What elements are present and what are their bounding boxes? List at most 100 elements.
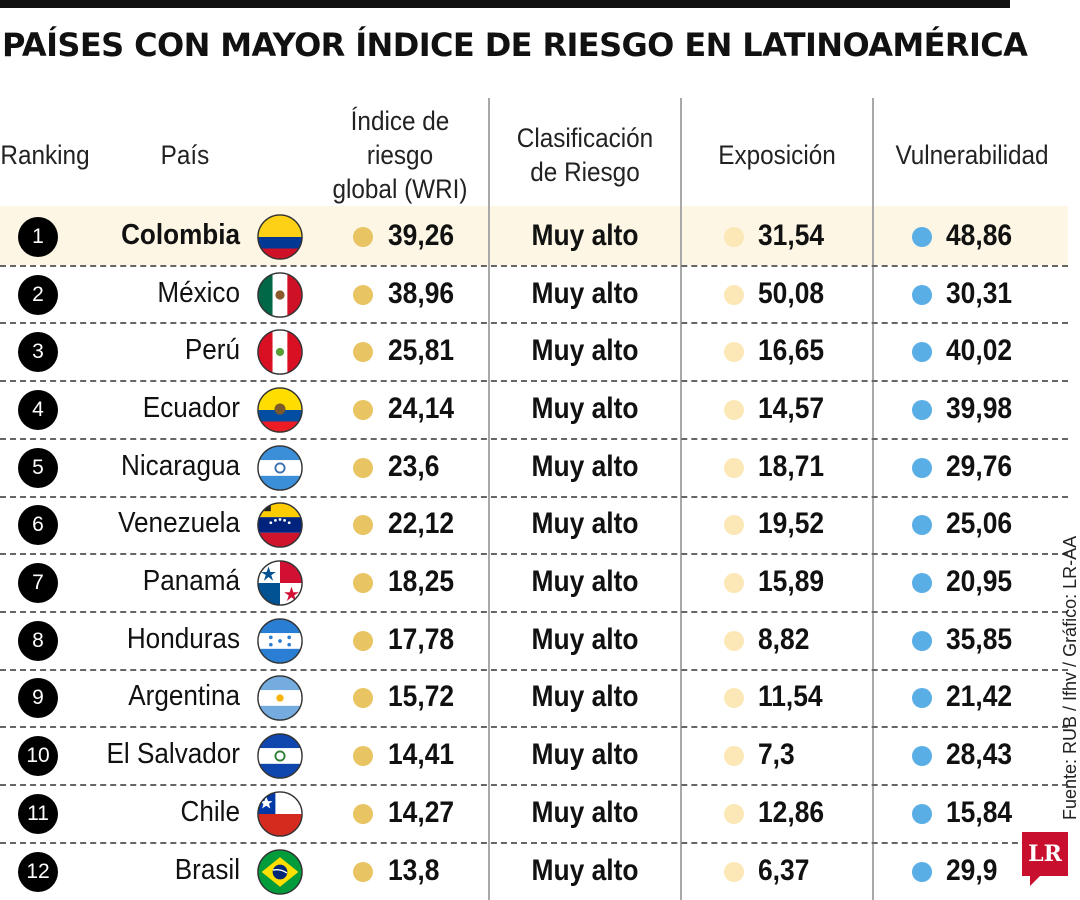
clasificacion-value: Muy alto — [531, 853, 639, 887]
vulnerabilidad-dot — [912, 688, 932, 709]
vulnerabilidad-value: 29,76 — [946, 449, 1013, 483]
wri-dot — [353, 515, 373, 536]
rank-badge: 1 — [18, 216, 58, 257]
mexico-flag-icon — [257, 271, 303, 318]
vulnerabilidad-dot — [912, 803, 932, 824]
clasificacion-value: Muy alto — [531, 334, 639, 368]
rank-badge: 4 — [18, 389, 58, 430]
vulnerabilidad-value: 21,42 — [946, 680, 1013, 714]
row-separator — [0, 668, 1068, 671]
lr-logo: LR — [1022, 832, 1068, 876]
header-wri-line1: Índice de riesgo — [350, 106, 450, 170]
vulnerabilidad-value: 25,06 — [946, 507, 1013, 541]
vulnerabilidad-value: 40,02 — [946, 334, 1013, 368]
country-name: México — [157, 276, 240, 309]
wri-dot — [353, 573, 373, 594]
vulnerabilidad-dot — [912, 457, 932, 478]
wri-dot — [353, 399, 373, 420]
row-separator — [0, 553, 1068, 556]
rank-badge: 8 — [18, 620, 58, 661]
colombia-flag-icon — [257, 214, 303, 260]
nicaragua-flag-icon — [257, 444, 303, 491]
wri-value: 23,6 — [388, 449, 440, 483]
vulnerabilidad-dot — [912, 342, 932, 363]
vulnerabilidad-dot — [912, 746, 932, 767]
rank-badge: 5 — [18, 447, 58, 488]
wri-dot — [353, 861, 373, 882]
vulnerabilidad-dot — [912, 515, 932, 536]
column-divider — [680, 98, 682, 900]
exposicion-dot — [724, 342, 744, 363]
row-separator — [0, 610, 1068, 613]
exposicion-value: 12,86 — [758, 795, 825, 829]
header-clasificacion-line2: de Riesgo — [530, 157, 640, 187]
country-name: Venezuela — [118, 507, 240, 540]
exposicion-dot — [724, 573, 744, 594]
exposicion-dot — [724, 746, 744, 767]
exposicion-value: 16,65 — [758, 334, 825, 368]
exposicion-dot — [724, 284, 744, 305]
wri-value: 25,81 — [388, 334, 455, 368]
source-note: Fuente: RUB / Ifhv / Gráfico: LR-AA — [1060, 535, 1080, 820]
rank-badge: 7 — [18, 563, 58, 604]
exposicion-value: 7,3 — [758, 738, 795, 772]
wri-dot — [353, 630, 373, 651]
honduras-flag-icon — [257, 617, 303, 664]
wri-dot — [353, 342, 373, 363]
peru-flag-icon — [257, 329, 303, 376]
country-name: Chile — [180, 795, 240, 828]
vulnerabilidad-value: 35,85 — [946, 622, 1013, 656]
header-clasificacion-line1: Clasificación — [516, 123, 654, 153]
wri-value: 17,78 — [388, 622, 455, 656]
header-vulnerabilidad: Vulnerabilidad — [895, 140, 1049, 170]
vulnerabilidad-dot — [912, 573, 932, 594]
rank-badge: 2 — [18, 274, 58, 315]
exposicion-value: 11,54 — [758, 680, 823, 714]
header-exposicion: Exposición — [718, 140, 836, 170]
panama-flag-icon — [257, 560, 303, 606]
country-name: Nicaragua — [121, 449, 240, 482]
exposicion-dot — [724, 399, 744, 420]
exposicion-dot — [724, 226, 744, 247]
wri-dot — [353, 746, 373, 767]
wri-dot — [353, 803, 373, 824]
exposicion-dot — [724, 457, 744, 478]
rank-badge: 9 — [18, 678, 58, 719]
wri-value: 15,72 — [388, 680, 455, 714]
vulnerabilidad-dot — [912, 861, 932, 882]
wri-dot — [353, 284, 373, 305]
vulnerabilidad-dot — [912, 630, 932, 651]
clasificacion-value: Muy alto — [531, 449, 639, 483]
column-divider — [488, 98, 490, 900]
header-wri: Índice de riesgo global (WRI) — [315, 106, 486, 204]
brasil-flag-icon — [257, 848, 303, 895]
row-separator — [0, 437, 1068, 440]
header-pais: País — [160, 140, 210, 170]
exposicion-dot — [724, 803, 744, 824]
exposicion-value: 19,52 — [758, 507, 825, 541]
vulnerabilidad-value: 28,43 — [946, 738, 1013, 772]
wri-value: 18,25 — [388, 565, 455, 599]
exposicion-value: 31,54 — [758, 218, 825, 252]
vulnerabilidad-dot — [912, 284, 932, 305]
vulnerabilidad-value: 29,9 — [946, 853, 998, 887]
chile-flag-icon — [257, 791, 303, 837]
highlight-row-background — [0, 206, 1068, 265]
exposicion-value: 50,08 — [758, 276, 825, 310]
country-name: Ecuador — [142, 391, 240, 424]
rank-badge: 12 — [18, 851, 58, 892]
country-name: Honduras — [126, 622, 240, 655]
row-separator — [0, 495, 1068, 498]
vulnerabilidad-value: 39,98 — [946, 391, 1013, 425]
exposicion-dot — [724, 515, 744, 536]
clasificacion-value: Muy alto — [531, 218, 639, 252]
rank-badge: 11 — [18, 793, 58, 834]
top-rule — [0, 0, 1010, 8]
wri-dot — [353, 457, 373, 478]
row-separator — [0, 784, 1068, 786]
vulnerabilidad-value: 30,31 — [946, 276, 1013, 310]
clasificacion-value: Muy alto — [531, 391, 639, 425]
exposicion-value: 15,89 — [758, 565, 825, 599]
row-separator — [0, 726, 1068, 729]
wri-dot — [353, 226, 373, 247]
